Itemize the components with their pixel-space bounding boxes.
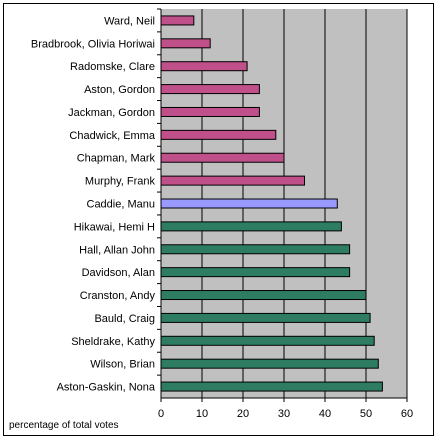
bar bbox=[160, 221, 342, 232]
x-tick-label: 20 bbox=[237, 408, 249, 420]
bar bbox=[160, 129, 277, 140]
category-label: Aston, Gordon bbox=[84, 84, 155, 96]
category-label: Sheldrake, Kathy bbox=[71, 336, 155, 348]
category-label: Bauld, Craig bbox=[94, 313, 155, 325]
bar bbox=[160, 38, 211, 49]
category-label: Chadwick, Emma bbox=[69, 130, 155, 142]
category-label: Hall, Allan John bbox=[79, 244, 155, 256]
category-label: Cranston, Andy bbox=[80, 290, 156, 302]
category-label: Bradbrook, Olivia Horiwai bbox=[31, 38, 155, 50]
bar bbox=[160, 61, 248, 72]
x-tick-label: 50 bbox=[360, 408, 372, 420]
bar bbox=[160, 358, 379, 369]
bar-chart: Ward, Neil Bradbrook, Olivia Horiwai Radom… bbox=[9, 8, 413, 431]
bar bbox=[160, 198, 338, 209]
category-label: Davidson, Alan bbox=[82, 267, 155, 279]
category-label: Jackman, Gordon bbox=[68, 107, 155, 119]
category-label: Chapman, Mark bbox=[77, 153, 156, 165]
bar bbox=[160, 335, 375, 346]
category-labels: Ward, Neil Bradbrook, Olivia Horiwai Radom… bbox=[31, 8, 161, 394]
bar bbox=[160, 267, 351, 278]
x-tick-label: 60 bbox=[401, 408, 413, 420]
x-tick-label: 30 bbox=[278, 408, 290, 420]
bar bbox=[160, 312, 371, 323]
x-axis-title: percentage of total votes bbox=[9, 420, 119, 431]
category-label: Wilson, Brian bbox=[90, 359, 155, 371]
category-label: Ward, Neil bbox=[104, 15, 155, 27]
bar bbox=[160, 175, 305, 186]
x-tick-label: 0 bbox=[158, 408, 164, 420]
chart-frame: Ward, Neil Bradbrook, Olivia Horiwai Radom… bbox=[3, 3, 434, 436]
category-label: Murphy, Frank bbox=[85, 176, 156, 188]
bar bbox=[160, 381, 383, 392]
bar bbox=[160, 15, 195, 26]
bar bbox=[160, 244, 351, 255]
category-label: Caddie, Manu bbox=[87, 199, 156, 211]
x-tick-label: 40 bbox=[319, 408, 331, 420]
x-axis-ticks: 0 10 20 30 40 50 60 bbox=[158, 398, 413, 420]
x-tick-label: 10 bbox=[196, 408, 208, 420]
bar bbox=[160, 84, 260, 95]
bar bbox=[160, 106, 260, 117]
bar bbox=[160, 290, 367, 301]
bar bbox=[160, 152, 285, 163]
category-label: Radomske, Clare bbox=[70, 61, 155, 73]
category-label: Aston-Gaskin, Nona bbox=[57, 382, 156, 394]
category-label: Hikawai, Hemi H bbox=[74, 221, 155, 233]
